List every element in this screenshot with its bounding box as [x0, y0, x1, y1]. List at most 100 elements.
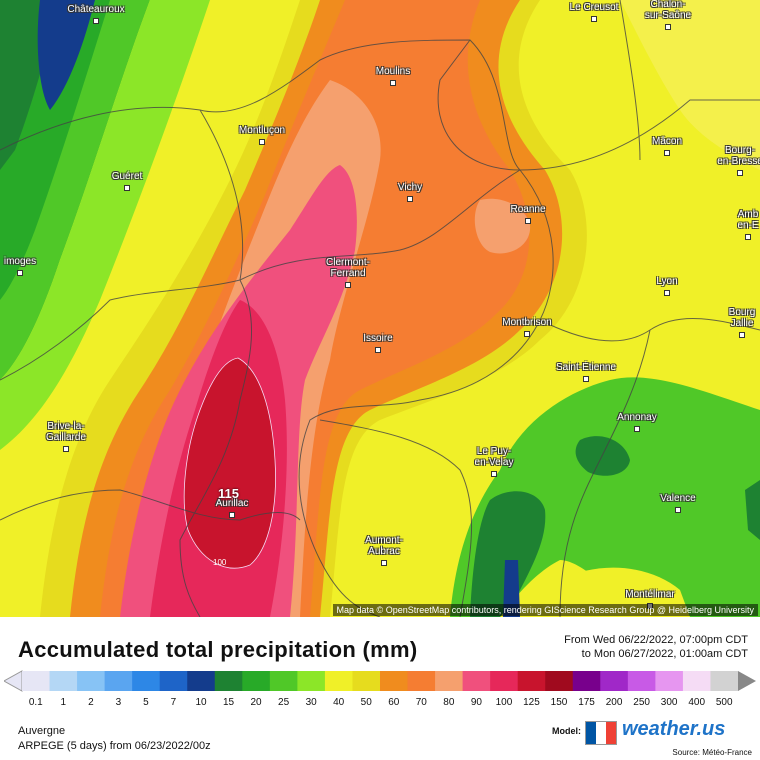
city-label: Montluçon	[238, 125, 286, 136]
data-source: Source: Météo-France	[672, 748, 752, 757]
scale-tick-label: 175	[578, 697, 595, 708]
city-label: Amb en-E	[737, 209, 759, 231]
precipitation-map[interactable]: Châteauroux Le Creusot Chalon-sur-Saône Mou…	[0, 0, 760, 617]
city-label: imoges	[3, 256, 37, 267]
city-marker	[739, 332, 745, 338]
city-marker	[745, 234, 751, 240]
city-marker	[381, 560, 387, 566]
scale-swatch	[22, 671, 51, 691]
scale-swatch	[435, 671, 464, 691]
scale-ticks: 0.1 1 2 3 5 7 10 15 20 25 30 40 50 60 70 80 90 100 125 150 1…	[0, 697, 760, 711]
brand-logo[interactable]: weather.us	[622, 718, 726, 740]
time-period: From Wed 06/22/2022, 07:00pm CDT to Mon …	[564, 633, 748, 661]
color-scale	[4, 670, 756, 692]
scale-tick-label: 50	[360, 697, 372, 708]
city-label: Vichy	[397, 182, 423, 193]
scale-tick-label: 150	[550, 697, 568, 708]
scale-swatch	[545, 671, 574, 691]
scale-swatch	[324, 671, 353, 691]
scale-tick-label: 1	[60, 697, 67, 708]
city-label: Chalon-sur-Saône	[644, 0, 692, 21]
model-label: Model:	[552, 726, 581, 736]
scale-tick-label: 30	[305, 697, 317, 708]
city-marker	[491, 471, 497, 477]
city-marker	[375, 347, 381, 353]
period-to: to Mon 06/27/2022, 01:00am CDT	[581, 648, 748, 660]
city-label: Roanne	[510, 204, 546, 215]
scale-tick-label: 40	[333, 697, 345, 708]
scale-tick-label: 10	[195, 697, 207, 708]
period-from: From Wed 06/22/2022, 07:00pm CDT	[564, 634, 748, 646]
scale-swatch	[159, 671, 188, 691]
city-label: Guéret	[111, 171, 143, 182]
city-marker	[583, 376, 589, 382]
scale-swatch	[297, 671, 326, 691]
city-label: Clermont- Ferrand	[326, 257, 370, 279]
flag-stripe-blue	[586, 722, 596, 744]
map-canvas	[0, 0, 760, 617]
flag-stripe-red	[606, 722, 616, 744]
max-value-label: 115	[218, 486, 239, 501]
scale-tick-label: 7	[170, 697, 177, 708]
scale-swatch	[269, 671, 298, 691]
scale-swatch	[462, 671, 491, 691]
city-label: Le Puy-en-Velay	[474, 446, 514, 468]
scale-swatch	[380, 671, 409, 691]
city-marker	[124, 185, 130, 191]
city-label: Montbrison	[502, 317, 552, 328]
scale-swatch	[352, 671, 381, 691]
scale-tick-label: 250	[633, 697, 650, 708]
scale-tick-label: 500	[715, 697, 733, 708]
scale-swatch	[407, 671, 436, 691]
city-label: Mâcon	[651, 136, 683, 147]
region-name: Auvergne	[18, 725, 66, 737]
city-marker	[63, 446, 69, 452]
city-label: Valence	[660, 493, 696, 504]
city-label: Brive-la- Gaillarde	[45, 421, 87, 443]
scale-swatch	[627, 671, 656, 691]
city-marker	[524, 331, 530, 337]
scale-tick-label: 60	[388, 697, 400, 708]
city-label: Moulins	[375, 66, 411, 77]
city-label: Issoire	[363, 333, 393, 344]
scale-tick-label: 70	[415, 697, 427, 708]
city-label: Annonay	[617, 412, 657, 423]
city-marker	[17, 270, 23, 276]
city-label: Bourg-en-Bresse	[717, 145, 760, 167]
scale-tick-label: 0.1	[28, 697, 43, 708]
city-marker	[229, 512, 235, 518]
city-marker	[591, 16, 597, 22]
scale-tick-label: 90	[470, 697, 482, 708]
scale-swatch	[572, 671, 601, 691]
city-label: Lyon	[656, 276, 678, 287]
scale-swatch	[490, 671, 519, 691]
city-marker	[675, 507, 681, 513]
city-marker	[93, 18, 99, 24]
scale-tick-label: 2	[88, 697, 94, 708]
scale-swatch	[600, 671, 629, 691]
city-marker	[664, 290, 670, 296]
city-marker	[259, 139, 265, 145]
flag-stripe-white	[596, 722, 606, 744]
scale-swatch	[132, 671, 161, 691]
scale-tick-label: 100	[495, 697, 513, 708]
city-marker	[634, 426, 640, 432]
city-marker	[665, 24, 671, 30]
scale-tick-label: 400	[688, 697, 706, 708]
city-marker	[407, 196, 413, 202]
city-label: Montélimar	[625, 589, 675, 600]
scale-swatch	[682, 671, 711, 691]
city-marker	[345, 282, 351, 288]
city-label: Châteauroux	[67, 4, 125, 15]
scale-tick-label: 15	[222, 697, 235, 708]
city-marker	[664, 150, 670, 156]
scale-tick-label: 200	[605, 697, 623, 708]
city-marker	[525, 218, 531, 224]
scale-swatch	[710, 671, 739, 691]
scale-tick-label: 3	[115, 697, 122, 708]
map-attribution: Map data © OpenStreetMap contributors, r…	[332, 604, 758, 616]
scale-tick-label: 20	[250, 697, 262, 708]
scale-swatch	[214, 671, 243, 691]
scale-swatch	[517, 671, 546, 691]
city-label: Bourg Jallie	[728, 307, 756, 329]
